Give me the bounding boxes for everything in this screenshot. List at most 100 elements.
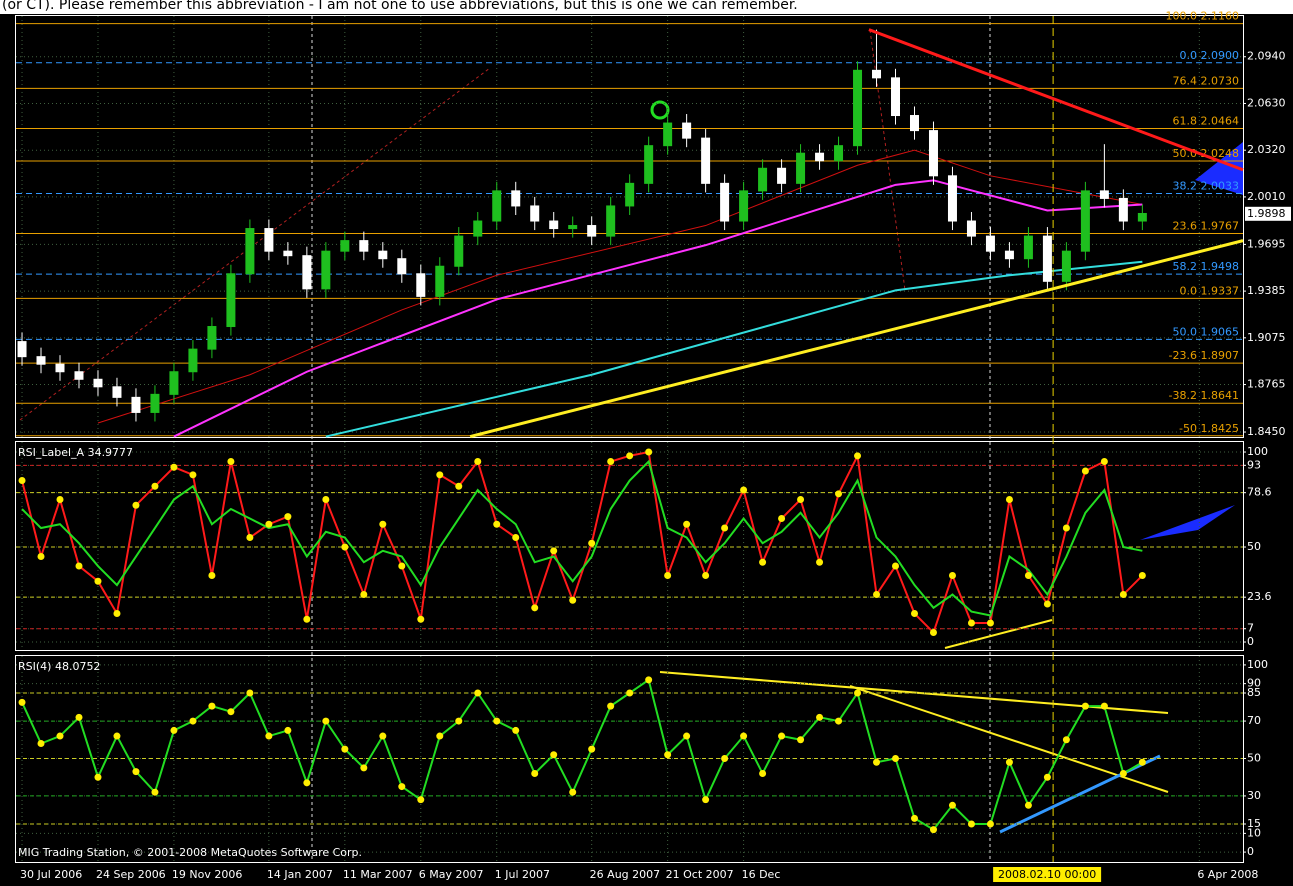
candle-body	[909, 115, 919, 132]
indicator-point	[740, 486, 748, 494]
indicator-point	[1005, 496, 1013, 504]
indicator-point	[455, 482, 463, 490]
indicator-point	[816, 558, 824, 566]
candle-body	[587, 225, 597, 237]
indicator-point	[854, 689, 862, 697]
indicator-point	[967, 619, 975, 627]
panel-frames	[15, 15, 1244, 863]
indicator-point	[132, 768, 140, 776]
candle-body	[226, 273, 236, 328]
trendline	[944, 619, 1053, 649]
candle-body	[891, 77, 901, 117]
candle-body	[93, 378, 103, 388]
indicator-point	[189, 717, 197, 725]
indicator-point	[246, 689, 254, 697]
trendline	[469, 239, 1244, 439]
candle-body	[264, 228, 274, 252]
indicator-point	[322, 717, 330, 725]
candle-body	[55, 363, 65, 373]
y-tick-label: 100	[1247, 658, 1268, 671]
footer: MIG Trading Station, © 2001-2008 MetaQuo…	[18, 846, 362, 859]
x-tick-label: 6 Apr 2008	[1197, 868, 1258, 881]
candle-body	[1004, 250, 1014, 260]
fib-label: -50 1.8425	[1179, 422, 1239, 435]
moving-average	[325, 260, 1143, 438]
x-tick-label: 6 May 2007	[419, 868, 484, 881]
indicator-point	[835, 490, 843, 498]
y-tick-label: 30	[1247, 789, 1261, 802]
indicator-point	[227, 708, 235, 716]
candle-body	[606, 205, 616, 237]
indicator-point	[151, 788, 159, 796]
candle-body	[1080, 190, 1090, 252]
indicator-point	[75, 562, 83, 570]
candle-body	[283, 250, 293, 257]
indicator-point	[474, 458, 482, 466]
y-tick-label: 1.8450	[1247, 425, 1286, 438]
y-tick-label: 10	[1247, 826, 1261, 839]
candle-body	[131, 396, 141, 413]
indicator-point	[683, 520, 691, 528]
fib-label: -23.6 1.8907	[1169, 349, 1239, 362]
indicator-line	[21, 459, 1143, 617]
indicator-point	[702, 572, 710, 580]
y-tick-label: 1.9075	[1247, 331, 1286, 344]
indicator-point	[341, 543, 349, 551]
indicator-point	[455, 717, 463, 725]
candle-body	[1042, 235, 1052, 282]
indicator-point	[341, 745, 349, 753]
indicator-point	[1062, 524, 1070, 532]
indicator-point	[1024, 572, 1032, 580]
indicator-point	[113, 732, 121, 740]
candle-body	[530, 205, 540, 222]
indicator-point	[873, 758, 881, 766]
candle-body	[188, 348, 198, 373]
indicator-point	[797, 496, 805, 504]
fib-label: -38.2 1.8641	[1169, 389, 1239, 402]
candle-body	[549, 220, 559, 230]
indicator-point	[208, 572, 216, 580]
candle-body	[36, 356, 46, 365]
candle-body	[1137, 212, 1147, 222]
x-tick-label: 21 Oct 2007	[666, 868, 734, 881]
indicator-point	[967, 820, 975, 828]
indicator-point	[1024, 801, 1032, 809]
fib-label: 23.6 1.9767	[1173, 220, 1239, 233]
candle-body	[682, 122, 692, 139]
indicator-point	[512, 534, 520, 542]
indicator-point	[208, 702, 216, 710]
indicator-point	[151, 482, 159, 490]
indicator-point	[94, 773, 102, 781]
candle-body	[17, 341, 27, 358]
indicator-point	[569, 788, 577, 796]
y-tick-label: 50	[1247, 752, 1261, 765]
indicator-point	[892, 562, 900, 570]
y-tick-label: 0	[1247, 635, 1254, 648]
indicator-point	[588, 539, 596, 547]
candle-body	[511, 190, 521, 207]
indicator-point	[360, 764, 368, 772]
y-tick-label: 85	[1247, 686, 1261, 699]
indicator-point	[18, 698, 26, 706]
indicator-point	[607, 702, 615, 710]
indicator-point	[398, 562, 406, 570]
panel-title: RSI_Label_A 34.9777	[18, 446, 133, 459]
x-tick-label: 1 Jul 2007	[495, 868, 550, 881]
indicator-point	[1100, 702, 1108, 710]
indicator-point	[550, 751, 558, 759]
candle-body	[815, 152, 825, 162]
indicator-point	[910, 814, 918, 822]
fib-label: 0.0 1.9337	[1180, 284, 1239, 297]
fib-label: 58.2 1.9498	[1173, 260, 1239, 273]
candle-body	[947, 175, 957, 222]
indicator-point	[778, 732, 786, 740]
y-tick-label: 7	[1247, 622, 1254, 635]
candle-body	[985, 235, 995, 252]
crosshair-label: 2008.02.10 00:00	[998, 868, 1096, 881]
indicator-point	[721, 524, 729, 532]
indicator-point	[626, 452, 634, 460]
indicator-point	[322, 496, 330, 504]
indicator-point	[360, 591, 368, 599]
indicator-point	[56, 732, 64, 740]
candle-body	[112, 386, 122, 398]
